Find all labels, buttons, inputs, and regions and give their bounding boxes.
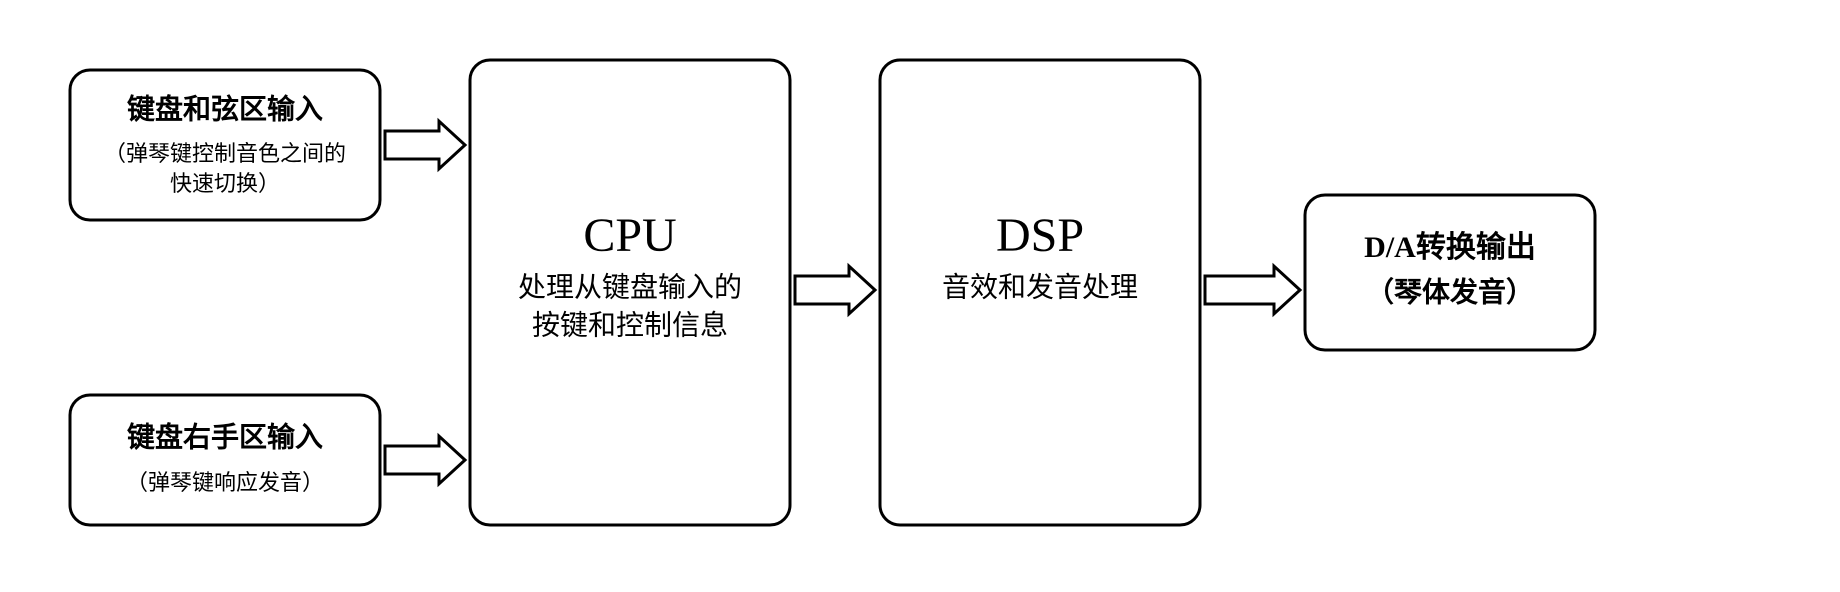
svg-text:键盘和弦区输入: 键盘和弦区输入 <box>127 92 323 125</box>
svg-text:快速切换）: 快速切换） <box>170 171 280 196</box>
svg-text:音效和发音处理: 音效和发音处理 <box>942 271 1138 303</box>
svg-text:（弹琴键响应发音）: （弹琴键响应发音） <box>126 470 324 495</box>
svg-text:（弹琴键控制音色之间的: （弹琴键控制音色之间的 <box>104 141 346 166</box>
svg-text:DSP: DSP <box>996 209 1084 262</box>
arrow-2 <box>795 266 875 314</box>
svg-text:CPU: CPU <box>583 209 676 262</box>
svg-text:按键和控制信息: 按键和控制信息 <box>532 309 728 341</box>
node-input-right: 键盘右手区输入 （弹琴键响应发音） <box>70 395 380 525</box>
node-output: D/A转换输出 （琴体发音） <box>1305 195 1595 350</box>
node-input-chord: 键盘和弦区输入 （弹琴键控制音色之间的快速切换） <box>70 70 380 220</box>
arrow-0 <box>385 121 465 169</box>
svg-text:处理从键盘输入的: 处理从键盘输入的 <box>518 271 742 303</box>
svg-text:D/A转换输出: D/A转换输出 <box>1364 231 1536 264</box>
arrow-1 <box>385 436 465 484</box>
arrow-3 <box>1205 266 1300 314</box>
node-dsp: DSP 音效和发音处理 <box>880 60 1200 525</box>
node-cpu: CPU 处理从键盘输入的按键和控制信息 <box>470 60 790 525</box>
svg-text:键盘右手区输入: 键盘右手区输入 <box>127 420 323 453</box>
svg-text:（琴体发音）: （琴体发音） <box>1366 275 1534 308</box>
